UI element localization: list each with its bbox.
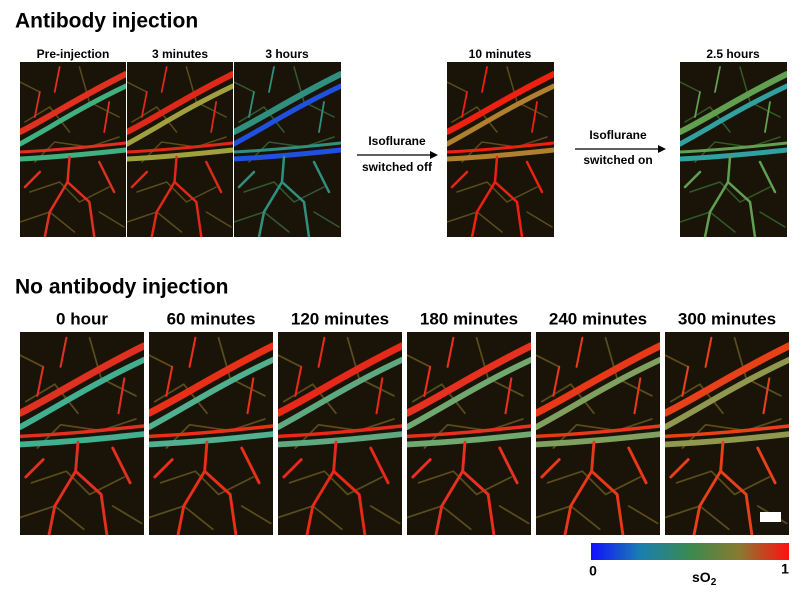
scale-bar: [760, 512, 781, 522]
arrow-head: [658, 145, 666, 153]
panel-label: 3 hours: [265, 47, 309, 61]
image-panel: [680, 62, 787, 237]
colorbar-min: 0: [589, 563, 597, 579]
panel-label: 3 minutes: [152, 47, 208, 61]
arrow-label: switched on: [583, 153, 652, 167]
colorbar: [591, 543, 789, 560]
panel-label: 240 minutes: [549, 309, 647, 328]
image-panel: [20, 62, 126, 237]
label-base: sO: [692, 569, 711, 585]
image-panel: [20, 332, 144, 535]
image-panel: [234, 62, 341, 237]
arrow-label: Isoflurane: [589, 128, 647, 142]
panel-label: Pre-injection: [37, 47, 110, 61]
image-panel: [149, 332, 273, 535]
panel-row: 0 hour 60 minutes 120 minutes 180 minutes 24…: [20, 309, 789, 535]
panel-label: 10 minutes: [469, 47, 532, 61]
image-panel: [665, 332, 789, 535]
panel-label: 120 minutes: [291, 309, 389, 328]
colorbar-max: 1: [781, 561, 789, 577]
panel-label: 180 minutes: [420, 309, 518, 328]
label-subscript: 2: [711, 577, 717, 588]
panel-label: 300 minutes: [678, 309, 776, 328]
section-title: Antibody injection: [15, 10, 198, 33]
arrow-label: Isoflurane: [368, 134, 426, 148]
colorbar-label: sO2: [692, 569, 717, 588]
image-panel: [127, 62, 233, 237]
image-panel: [278, 332, 402, 535]
arrow-label: switched off: [362, 160, 433, 174]
image-panel: [447, 62, 554, 237]
image-panel: [407, 332, 531, 535]
arrow-head: [430, 151, 438, 159]
panel-label: 0 hour: [56, 309, 108, 328]
section-title: No antibody injection: [15, 276, 229, 299]
panel-label: 2.5 hours: [706, 47, 760, 61]
image-panel: [536, 332, 660, 535]
panel-label: 60 minutes: [167, 309, 256, 328]
